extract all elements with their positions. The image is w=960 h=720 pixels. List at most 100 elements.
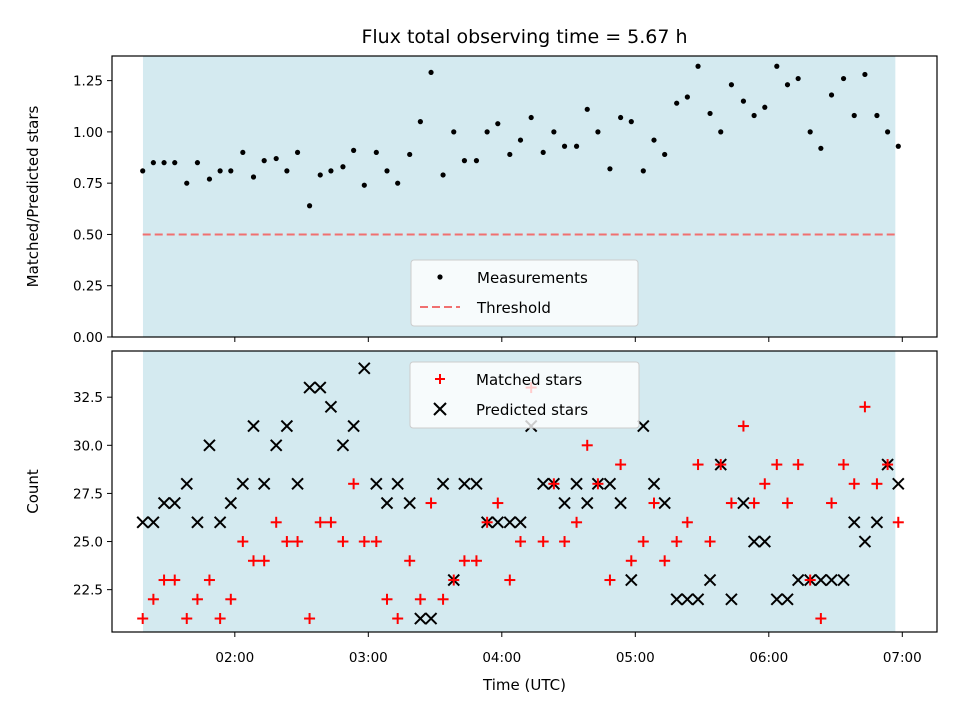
bottom-legend: Matched stars Predicted stars [409,361,640,429]
measurement-point [294,149,301,156]
predicted-star-point [224,496,238,510]
matched-star-point [637,536,649,548]
predicted-star-point [781,593,794,606]
predicted-star-point [791,573,805,587]
matched-star-point [248,555,260,567]
legend-threshold-label: Threshold [476,299,551,317]
matched-star-point [838,459,850,471]
measurement-point [595,129,601,135]
measurement-point [217,168,223,174]
predicted-stars-points [136,362,905,625]
measurement-point [662,151,668,158]
matched-star-point [304,613,316,625]
predicted-star-point [303,381,316,394]
legend-measurements-label: Measurements [477,269,588,287]
matched-star-point [425,497,437,509]
predicted-star-point [436,477,450,491]
predicted-star-point [403,496,416,510]
predicted-star-point [670,593,683,606]
bottom-legend-box [409,361,640,429]
measurement-point [584,106,590,112]
measurement-point [607,166,613,172]
matched-star-point [615,459,627,471]
top-y-tick-label: 0.50 [73,227,103,243]
matched-star-point [225,593,237,605]
matched-star-point [437,593,449,605]
matched-star-point [514,536,526,548]
measurement-point [874,112,880,119]
measurement-point [328,168,334,174]
matched-star-point [392,613,404,625]
predicted-star-point [703,573,717,587]
measurement-point [451,129,457,135]
matched-star-point [203,574,215,586]
matched-star-point [882,459,894,471]
measurement-point [473,158,480,164]
matched-star-point [292,536,304,548]
measurement-point [551,129,557,135]
matched-star-point [237,536,249,548]
matched-star-point [281,536,293,548]
measurement-point [774,63,780,69]
matched-star-point [559,536,571,548]
matched-star-point [191,593,203,605]
predicted-star-point [347,419,360,433]
predicted-star-point [637,419,650,433]
measurement-point [528,114,534,121]
predicted-star-point [825,573,838,587]
top-y-tick-label: 0.00 [73,330,103,346]
predicted-star-point [614,496,627,510]
predicted-star-point [858,535,872,548]
predicted-star-point [370,477,383,491]
measurement-point [340,164,346,170]
matched-star-point [348,478,360,490]
measurement-point [684,94,690,100]
matched-star-point [592,478,604,490]
matched-star-point [214,613,226,625]
matched-star-point [458,555,470,567]
bottom-panel: 22.5 25.0 27.5 30.0 32.5 02:00 03:00 04:00 05:0… [24,350,938,694]
measurement-point [728,82,735,88]
matched-star-point [671,536,683,548]
predicted-star-point [147,516,160,529]
measurement-point [150,160,156,166]
legend-matched-label: Matched stars [476,371,582,389]
top-legend-box [410,259,639,327]
matched-star-point [759,478,771,490]
measurement-point [206,176,213,182]
measurement-point [628,119,634,125]
matched-star-point [692,459,704,471]
matched-star-point [181,613,193,625]
measurement-point [384,168,390,174]
matched-star-point [504,574,516,586]
bottom-x-tick-label: 06:00 [749,650,788,666]
predicted-star-point [848,516,861,529]
bottom-y-axis-label: Count [24,469,42,514]
matched-star-point [659,555,671,567]
measurement-point [784,82,791,88]
predicted-star-point [814,573,828,587]
matched-star-point [848,478,860,490]
measurement-point [495,121,501,127]
measurement-point [140,168,146,174]
predicted-star-point [837,573,850,587]
measurement-point [707,110,713,117]
matched-star-point [815,613,827,625]
matched-star-point [137,613,149,625]
predicted-star-point [681,593,694,606]
measurement-point [640,168,646,174]
top-y-tick-label: 0.75 [73,176,103,192]
matched-star-point [470,555,482,567]
predicted-star-point [625,573,638,587]
measurement-point [840,75,847,82]
predicted-star-point [380,496,394,510]
top-panel: 0.00 0.25 0.50 0.75 1.00 1.25 Matched/Predict… [24,55,938,346]
bottom-x-tick-label: 07:00 [883,650,922,666]
measurement-point [862,71,868,78]
bottom-y-tick-label: 30.0 [73,438,103,454]
predicted-star-point [503,516,517,529]
legend-predicted-marker [433,402,447,416]
measurement-point [484,129,490,135]
measurement-point [695,63,701,69]
measurement-point [395,180,401,186]
